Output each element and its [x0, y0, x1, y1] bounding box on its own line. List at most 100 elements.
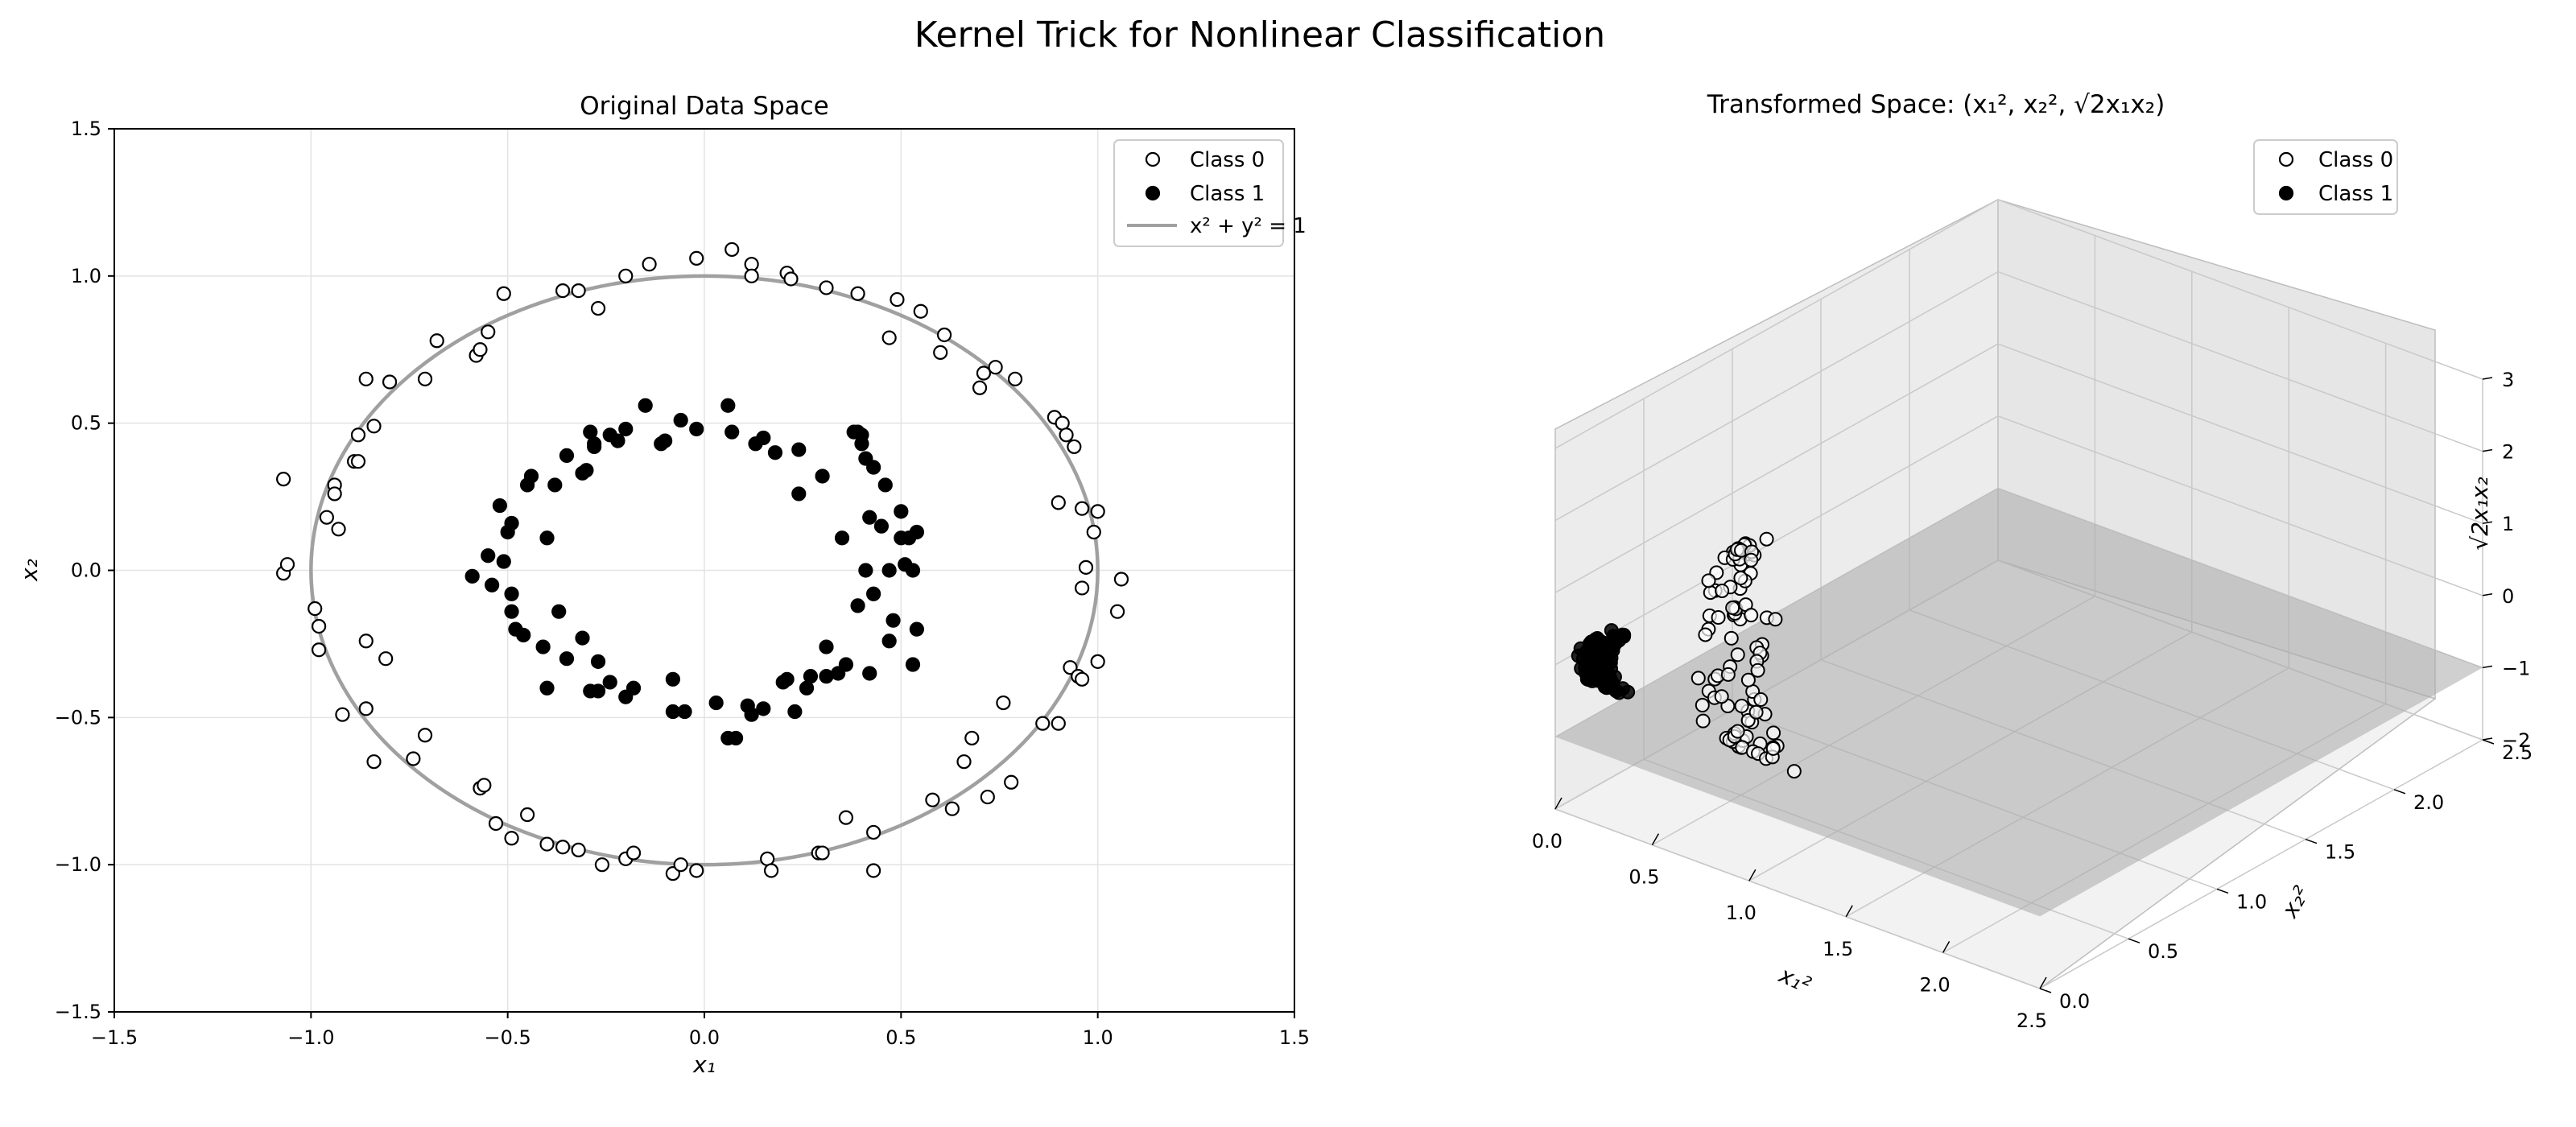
class0-point-51	[744, 268, 759, 283]
left-ytick-label-1: −1.0	[55, 853, 101, 876]
class1-point-47	[728, 730, 744, 746]
ztick3d-label-1: −1	[2502, 657, 2530, 679]
class1-point-28	[590, 683, 606, 699]
class0-point3d-72	[1711, 610, 1726, 625]
class1-point-82	[886, 613, 901, 628]
class1-point-0	[464, 568, 480, 584]
class1-point-60	[803, 669, 819, 684]
class1-point-40	[673, 412, 688, 428]
xtick3d-label-4: 2.0	[1920, 973, 1951, 996]
ztick3d-label-4: 2	[2502, 441, 2514, 464]
class0-point3d-78	[1744, 608, 1759, 623]
side-grid-z-5	[1554, 199, 1999, 449]
class0-point-62	[866, 863, 881, 878]
right-x-axis-label: x₁²	[1774, 961, 1814, 998]
class1-point-74	[862, 666, 877, 681]
legend-class1-marker	[1145, 185, 1161, 201]
class0-point-31	[496, 286, 511, 301]
class0-point3d-49	[1759, 531, 1774, 547]
class1-point-30	[602, 675, 617, 690]
ytick3d-label-2: 1.0	[2236, 890, 2267, 913]
class0-point-33	[519, 807, 535, 823]
class0-point-21	[406, 751, 421, 766]
ytick3d-mark-0	[2039, 988, 2052, 993]
class0-point-94	[1090, 654, 1105, 669]
xtick3d-label-1: 0.5	[1629, 866, 1659, 889]
left-ytick-label-5: 1.0	[71, 265, 101, 287]
class0-point3d-19	[1690, 671, 1706, 686]
xtick3d-mark-1	[1651, 833, 1660, 845]
class0-point-22	[417, 728, 433, 743]
right-chart: Transformed Space: (x₁², x₂², √2x₁x₂) 0.…	[1532, 90, 2533, 1032]
class0-point-76	[996, 695, 1011, 711]
class1-point-80	[881, 563, 897, 578]
ztick3d-label-5: 3	[2502, 369, 2514, 391]
class1-point-4	[496, 554, 511, 569]
class1-point-52	[756, 701, 771, 716]
class0-point-43	[625, 845, 642, 861]
legend3d-class1-label: Class 1	[2318, 182, 2393, 206]
left-x-axis-label: x₁	[692, 1051, 716, 1078]
ztick3d-label-3: 1	[2502, 513, 2514, 535]
class1-point-22	[579, 463, 594, 478]
figure-suptitle: Kernel Trick for Nonlinear Classificatio…	[914, 14, 1605, 56]
ytick3d-label-5: 2.5	[2502, 741, 2533, 764]
class0-point-20	[382, 374, 398, 390]
class0-point3d-61	[1724, 630, 1739, 646]
class1-point-2	[485, 577, 500, 592]
class1-point-34	[625, 680, 642, 696]
class1-point-73	[858, 563, 873, 578]
class0-point-95	[1109, 604, 1125, 619]
class0-point-24	[429, 333, 444, 349]
class0-point3d-63	[1701, 573, 1716, 588]
class0-point-61	[866, 824, 881, 840]
separating-plane-layer	[1555, 488, 2483, 917]
side-grid-z-4	[1554, 270, 1999, 522]
ztick3d-mark-5	[2482, 377, 2493, 380]
class0-point3d-73	[1725, 601, 1740, 616]
class1-point-88	[905, 563, 921, 578]
class0-point-12	[350, 454, 366, 469]
class1-point-69	[850, 598, 865, 613]
class1-point-17	[551, 604, 567, 619]
class1-point3d-89	[1612, 685, 1627, 700]
class0-point-72	[972, 380, 988, 395]
class0-point3d-93	[1748, 704, 1764, 720]
class0-point-5	[312, 642, 327, 658]
class1-point-76	[866, 460, 881, 475]
class1-point-78	[873, 518, 890, 534]
left-ticks: −1.5 −1.0 −0.5 0.0 0.5 1.0 1.5 −1.5 −1.0 −0.5 0.0 0…	[55, 118, 1310, 1049]
class1-point3d-61	[1583, 644, 1599, 659]
class0-point-57	[815, 845, 830, 861]
class0-point-75	[988, 360, 1003, 375]
class0-point-28	[477, 778, 492, 793]
class1-point-77	[866, 586, 881, 601]
class0-point-37	[571, 842, 586, 857]
class0-point-46	[673, 857, 688, 873]
class0-point3d-15	[1766, 725, 1781, 741]
xtick3d-label-3: 1.5	[1823, 938, 1853, 960]
class1-point-49	[744, 707, 759, 722]
class0-point-47	[689, 250, 704, 266]
ytick3d-mark-3	[2305, 838, 2318, 844]
class0-point-69	[944, 801, 960, 816]
class0-point-32	[504, 831, 519, 846]
class0-point-81	[1051, 495, 1066, 510]
class1-point-75	[862, 510, 877, 525]
unit-circle-boundary	[309, 274, 1100, 867]
left-xtick-label-6: 1.5	[1279, 1026, 1310, 1049]
class1-point-66	[838, 657, 854, 672]
floor-grid-x-5	[2039, 739, 2483, 989]
class0-point-29	[481, 324, 496, 340]
left-y-axis-label: x₂	[16, 559, 43, 582]
class0-point3d-81	[1714, 689, 1729, 704]
left-legend-box	[1113, 139, 1284, 247]
class0-point-96	[1113, 572, 1129, 587]
class0-point-8	[327, 486, 342, 502]
floor-grid-y-0	[1554, 808, 2041, 989]
back-grid-z-4	[1997, 270, 2483, 452]
class1-point-37	[658, 433, 673, 448]
right-ticks: 0.00.51.01.52.02.50.00.51.01.52.02.5−2−1…	[1532, 369, 2533, 1032]
class1-point-26	[587, 436, 602, 452]
legend-class1-label: Class 1	[1190, 182, 1265, 206]
